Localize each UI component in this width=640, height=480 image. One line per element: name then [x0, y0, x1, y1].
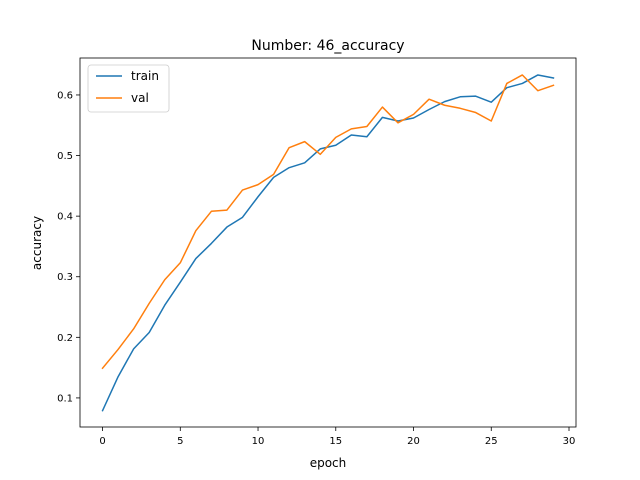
y-tick-label: 0.3 [57, 272, 73, 283]
y-tick-label: 0.1 [57, 393, 73, 404]
x-tick-label: 0 [99, 436, 105, 447]
y-axis-label: accuracy [30, 216, 44, 270]
series-line-train [101, 74, 555, 412]
legend-label-train: train [131, 69, 159, 83]
x-tick-label: 15 [329, 436, 342, 447]
x-tick-label: 5 [177, 436, 183, 447]
plot-area: 0 5 10 15 20 25 30 0.1 0.2 0.3 0.4 0.5 0.6 [57, 57, 577, 447]
x-tick-label: 10 [252, 436, 265, 447]
x-tick-label: 30 [563, 436, 576, 447]
series-line-val [101, 74, 555, 370]
x-axis-label: epoch [310, 456, 347, 470]
y-tick-label: 0.6 [57, 90, 73, 101]
legend-label-val: val [131, 91, 149, 105]
x-tick-label: 20 [407, 436, 420, 447]
y-tick-label: 0.2 [57, 333, 73, 344]
legend: train val [87, 64, 170, 113]
x-tick-label: 25 [485, 436, 498, 447]
chart-title: Number: 46_accuracy [251, 38, 404, 54]
axes-frame [79, 57, 577, 428]
y-tick-label: 0.4 [57, 212, 73, 223]
y-tick-label: 0.5 [57, 151, 73, 162]
